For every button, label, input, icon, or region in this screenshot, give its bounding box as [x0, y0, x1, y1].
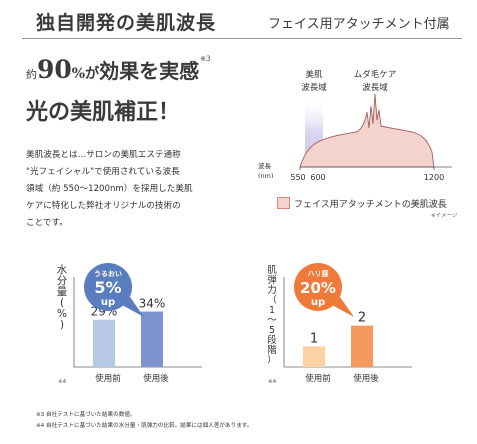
bar [303, 346, 325, 367]
y-axis-label-char: ） [267, 354, 277, 366]
headline-line1: 約90%が効果を実感※3 [26, 55, 210, 84]
y-axis-label-char: 1 [269, 305, 275, 316]
y-axis-label-char: % [57, 308, 67, 320]
tick-label: 600 [310, 173, 325, 182]
chart-note: ※4 [58, 379, 67, 385]
badge-tail [122, 297, 144, 317]
badge-value: 20% [300, 279, 336, 297]
headline-percent-unit: % [71, 66, 86, 82]
y-axis-label-char: 肌 [267, 265, 277, 276]
legend-note: ※イメージ [431, 213, 458, 219]
y-axis-label-char: 量 [57, 286, 67, 298]
headline-note: ※3 [200, 55, 211, 63]
headline-line2: 光の美肌補正！ [26, 99, 181, 125]
x-tick-label: 使用後 [353, 373, 379, 384]
y-axis-label-char: 力 [267, 284, 277, 296]
legend-label: フェイス用アタッチメントの美肌波長 [294, 200, 447, 210]
description-line: "光フェイシャル"で使用されている波長 [26, 167, 180, 177]
y-axis-label-char: ) [60, 319, 64, 331]
description-line: ことです。 [26, 218, 68, 228]
bar [93, 319, 115, 367]
badge-up: up [101, 297, 115, 308]
badge-bubble [84, 263, 132, 311]
description-line: 美肌波長とは…サロンの美肌エステ通称 [26, 150, 181, 160]
beauty-band-label: 波長域 [301, 82, 327, 93]
footnote: ※3 自社テストに基づいた結果の数値。 [36, 412, 136, 418]
y-axis-label-char: 分 [57, 275, 68, 287]
y-axis-label-char: 弾 [267, 274, 277, 286]
hair-band-label: ムダ毛ケア [354, 69, 397, 80]
tick-label: 550 [290, 173, 305, 182]
header-title: 独自開発の美肌波長 [36, 12, 217, 34]
badge-caption: うるおい [94, 269, 122, 278]
description-line: ケアに特化した弊社オリジナルの技術の [26, 201, 181, 211]
tick-label: 1200 [424, 173, 444, 182]
spectrum-legend: フェイス用アタッチメントの美肌波長 [277, 197, 447, 210]
badge-up: up [311, 297, 325, 308]
headline-particle: が [85, 66, 100, 82]
header-divider [22, 38, 462, 39]
footnote: ※4 自社テストに基づいた結果の水分量・肌弾力の比較。結果には個人差があります。 [36, 423, 253, 429]
chart-note: ※4 [268, 379, 277, 385]
x-tick-label: 使用前 [95, 373, 121, 384]
bar [141, 311, 163, 367]
headline-percent: 90 [37, 55, 72, 84]
y-axis-label-char: 水 [57, 264, 68, 276]
bar-value-label: 34% [139, 297, 166, 311]
beauty-band-label: 美肌 [305, 69, 323, 80]
axis-label: (nm) [258, 172, 274, 180]
x-tick-label: 使用後 [143, 373, 169, 384]
y-axis-label-char: 階 [267, 345, 277, 356]
spectrum-area [299, 93, 435, 168]
badge-bubble [294, 263, 342, 311]
header-subtitle: フェイス用アタッチメント付属 [268, 17, 450, 32]
y-axis-label-char: 〜 [267, 315, 277, 326]
y-axis-label-char: （ [267, 294, 277, 306]
bar [351, 325, 373, 367]
badge-caption: ハリ感 [308, 269, 329, 278]
y-axis-label-char: 段 [267, 334, 277, 346]
headline-prefix: 約 [26, 68, 37, 81]
badge-value: 5% [94, 278, 121, 297]
badge-tail [332, 297, 354, 317]
headline-main: 効果を実感 [99, 59, 200, 83]
legend-swatch [277, 197, 290, 209]
axis-label: 波長 [258, 161, 272, 170]
spectrum-diagram: 美肌 波長域 ムダ毛ケア 波長域 波長 (nm) 550 600 1200 [258, 69, 452, 182]
y-axis-label-char: 5 [269, 325, 275, 336]
y-axis-label-char: ( [60, 297, 64, 309]
bar-value-label: 1 [310, 331, 318, 346]
bar-value-label: 2 [358, 311, 366, 326]
description-line: 領域（約 550～1200nm）を採用した美肌 [26, 184, 193, 194]
description: 美肌波長とは…サロンの美肌エステ通称 "光フェイシャル"で使用されている波長 領… [26, 147, 251, 232]
hair-band-label: 波長域 [362, 82, 388, 93]
x-tick-label: 使用前 [305, 373, 331, 384]
